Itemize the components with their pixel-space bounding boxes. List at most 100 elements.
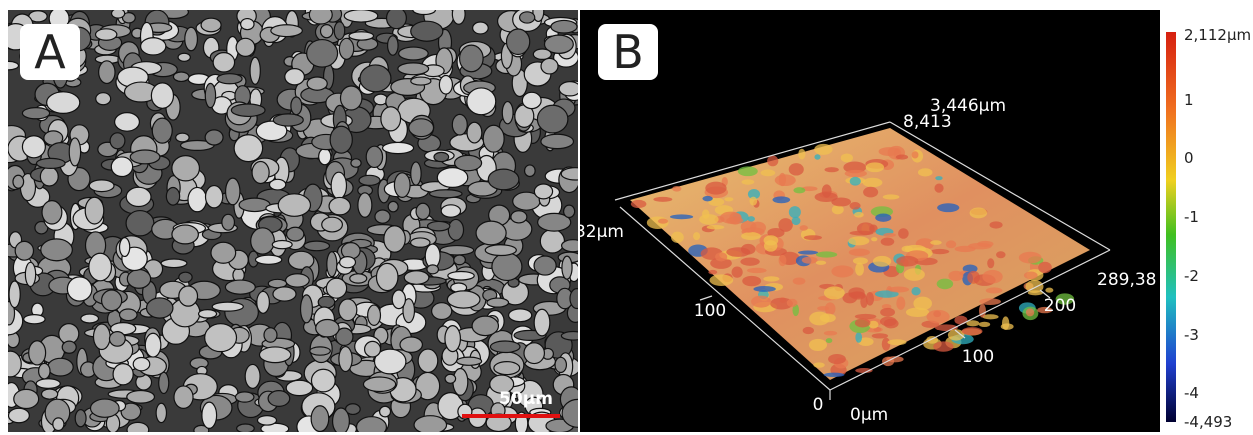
surface-spot (824, 286, 845, 299)
grain (145, 333, 161, 357)
surface-spot (715, 252, 727, 261)
axis-tick: 100 (962, 347, 994, 367)
surface-spot (845, 170, 867, 177)
surface-spot (775, 174, 796, 186)
grain (0, 61, 19, 69)
surface-spot (926, 310, 949, 324)
surface-spot (748, 216, 755, 221)
grain (311, 406, 329, 432)
surface-spot (873, 256, 891, 267)
grain (350, 274, 367, 283)
surface-spot (850, 202, 861, 210)
grain (172, 225, 198, 244)
grain (360, 65, 391, 92)
grain (127, 422, 149, 435)
grain (319, 149, 331, 165)
grain (205, 130, 223, 145)
grain (126, 187, 151, 206)
surface-spot (933, 341, 953, 351)
grain (555, 357, 566, 372)
grain (339, 347, 352, 372)
grain (226, 178, 240, 205)
axis-label: 32µm (575, 222, 624, 242)
grain (67, 277, 92, 301)
grain (245, 364, 260, 388)
grain (241, 19, 254, 30)
grain (359, 175, 380, 185)
surface-spot (699, 214, 719, 225)
surface-spot (848, 236, 869, 245)
grain (318, 296, 334, 308)
grain (264, 328, 277, 343)
surface-spot (804, 235, 822, 240)
grain (411, 238, 430, 247)
grain (537, 105, 567, 133)
surface-spot (753, 286, 775, 292)
surface-spot (850, 231, 874, 236)
grain (15, 241, 33, 260)
grain (291, 97, 302, 115)
surface-spot (793, 277, 806, 284)
grain (448, 219, 463, 240)
surface-spot (740, 257, 759, 265)
surface-spot (913, 297, 932, 311)
surface-spot (631, 200, 647, 208)
grain (159, 372, 169, 393)
grain (41, 239, 73, 261)
grain (534, 309, 550, 336)
surface-spot (881, 238, 895, 246)
grain (351, 159, 361, 167)
surface-spot (826, 338, 832, 343)
surface-spot (816, 261, 826, 265)
grain (40, 167, 58, 186)
grain (236, 38, 255, 56)
grain (94, 324, 111, 350)
grain (113, 364, 133, 385)
grain (130, 150, 160, 164)
grain (286, 380, 312, 395)
grain (62, 341, 76, 353)
grain (366, 146, 382, 167)
grain (39, 363, 50, 379)
axis-label: 289,38 (1097, 270, 1156, 290)
scale-text: 50µm (499, 389, 553, 409)
grain (330, 126, 352, 153)
grain (287, 227, 304, 241)
surface-spot (658, 219, 668, 224)
grain (133, 357, 150, 370)
surface-spot (772, 196, 790, 203)
grain (340, 257, 356, 268)
grain (217, 74, 242, 84)
grain (540, 229, 564, 253)
grain (541, 134, 574, 148)
surface-spot (672, 186, 681, 192)
surface-spot (767, 156, 778, 167)
surface-spot (883, 194, 900, 199)
surface-spot (814, 144, 832, 155)
surface-spot (820, 313, 836, 322)
grain (414, 416, 447, 434)
colorbar-label: -1 (1184, 208, 1199, 226)
surface-spot (831, 265, 853, 277)
grain (47, 92, 80, 114)
grain (9, 408, 30, 422)
surface-spot (789, 206, 801, 218)
grain (239, 198, 270, 211)
grain (453, 368, 468, 395)
panel-b: 3,446µm 8,413 32µm 289,38 100 200 100 0 … (575, 10, 1160, 432)
grain (174, 386, 193, 408)
surface-spot (726, 247, 750, 257)
surface-spot (962, 327, 983, 335)
surface-spot (911, 287, 920, 295)
surface-spot (798, 250, 818, 254)
surface-spot (930, 249, 949, 254)
surface-spot (824, 373, 845, 377)
grain (439, 75, 452, 94)
grain (173, 72, 188, 81)
grain (53, 418, 64, 431)
grain (273, 287, 296, 301)
grain (127, 391, 155, 404)
surface-spot (850, 292, 865, 300)
grain (490, 341, 520, 353)
grain (179, 286, 198, 306)
